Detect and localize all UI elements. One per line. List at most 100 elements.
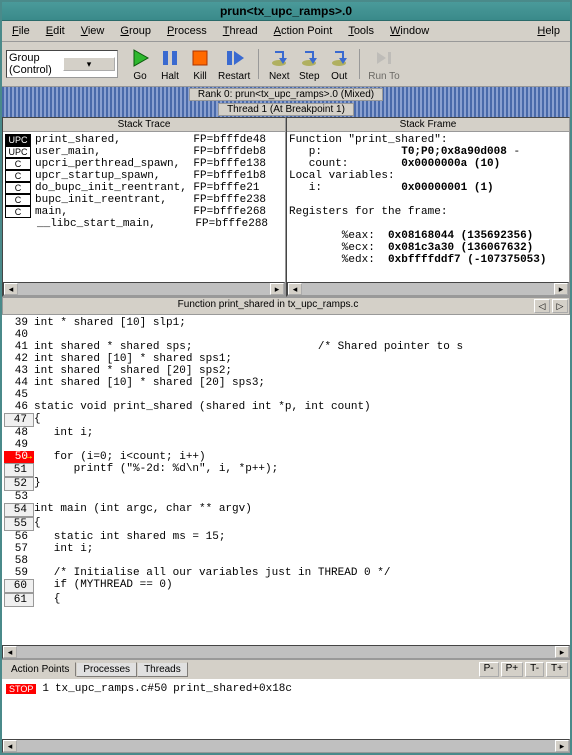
stack-trace-row[interactable]: UPCuser_main, FP=bfffdeb8 [5,146,283,158]
source-line[interactable]: 49 [4,439,568,451]
menu-process[interactable]: Process [161,23,213,39]
line-number[interactable]: 41 [4,341,34,353]
stack-trace-body[interactable]: UPCprint_shared, FP=bfffde48UPCuser_main… [3,132,285,282]
source-line[interactable]: 39int * shared [10] slp1; [4,317,568,329]
line-number[interactable]: 54 [4,503,34,517]
line-number[interactable]: 49 [4,439,34,451]
source-line[interactable]: 58 [4,555,568,567]
menu-action-point[interactable]: Action Point [268,23,339,39]
tab-processes[interactable]: Processes [76,662,137,677]
line-number[interactable]: 50 [4,451,34,463]
line-number[interactable]: 61 [4,593,34,607]
source-line[interactable]: 51 printf ("%-2d: %d\n", i, *p++); [4,463,568,477]
scroll-left-icon[interactable]: ◂ [4,283,18,295]
source-line[interactable]: 60 if (MYTHREAD == 0) [4,579,568,593]
step-button[interactable]: Step [295,46,323,82]
source-line[interactable]: 50 for (i=0; i<count; i++) [4,451,568,463]
line-number[interactable]: 46 [4,401,34,413]
nav-next-icon[interactable]: ▷ [552,299,568,313]
kill-button[interactable]: Kill [186,46,214,82]
scroll-right-icon[interactable]: ▸ [555,646,569,658]
line-number[interactable]: 59 [4,567,34,579]
menu-group[interactable]: Group [114,23,157,39]
source-line[interactable]: 56 static int shared ms = 15; [4,531,568,543]
source-line[interactable]: 41int shared * shared sps; /* Shared poi… [4,341,568,353]
menu-tools[interactable]: Tools [342,23,380,39]
source-line[interactable]: 54int main (int argc, char ** argv) [4,503,568,517]
stack-frame-hscroll[interactable]: ◂ ▸ [287,282,569,296]
line-number[interactable]: 47 [4,413,34,427]
scroll-right-icon[interactable]: ▸ [554,283,568,295]
line-number[interactable]: 45 [4,389,34,401]
line-number[interactable]: 60 [4,579,34,593]
scroll-left-icon[interactable]: ◂ [288,283,302,295]
line-number[interactable]: 43 [4,365,34,377]
mini-btn-p[interactable]: P+ [501,662,524,677]
stack-trace-row[interactable]: Cmain, FP=bfffe268 [5,206,283,218]
scroll-right-icon[interactable]: ▸ [555,740,569,752]
source-line[interactable]: 61 { [4,593,568,607]
scroll-left-icon[interactable]: ◂ [3,740,17,752]
line-number[interactable]: 42 [4,353,34,365]
source-line[interactable]: 43int shared * shared [20] sps2; [4,365,568,377]
stack-trace-row[interactable]: Cdo_bupc_init_reentrant, FP=bfffe21 [5,182,283,194]
stack-trace-row[interactable]: Cupcr_startup_spawn, FP=bfffe1b8 [5,170,283,182]
source-line[interactable]: 57 int i; [4,543,568,555]
action-point-row[interactable]: STOP 1 tx_upc_ramps.c#50 print_shared+0x… [6,683,566,695]
menu-edit[interactable]: Edit [40,23,71,39]
nav-prev-icon[interactable]: ◁ [534,299,550,313]
stack-trace-row[interactable]: __libc_start_main, FP=bfffe288 [5,218,283,230]
source-line[interactable]: 47{ [4,413,568,427]
stack-trace-row[interactable]: Cbupc_init_reentrant, FP=bfffe238 [5,194,283,206]
group-select[interactable]: Group (Control) ▾ [6,50,118,78]
line-number[interactable]: 58 [4,555,34,567]
line-number[interactable]: 44 [4,377,34,389]
mini-btn-t[interactable]: T+ [546,662,568,677]
source-body[interactable]: 39int * shared [10] slp1;4041int shared … [2,315,570,645]
chevron-down-icon[interactable]: ▾ [63,57,115,71]
restart-button[interactable]: Restart [216,46,252,82]
line-number[interactable]: 40 [4,329,34,341]
line-number[interactable]: 51 [4,463,34,477]
source-line[interactable]: 48 int i; [4,427,568,439]
source-hscroll[interactable]: ◂ ▸ [2,645,570,659]
line-number[interactable]: 48 [4,427,34,439]
menu-view[interactable]: View [75,23,111,39]
source-line[interactable]: 59 /* Initialise all our variables just … [4,567,568,579]
source-line[interactable]: 44int shared [10] * shared [20] sps3; [4,377,568,389]
source-line[interactable]: 55{ [4,517,568,531]
titlebar[interactable]: prun<tx_upc_ramps>.0 [2,2,570,21]
tab-threads[interactable]: Threads [137,662,188,677]
line-number[interactable]: 52 [4,477,34,491]
line-number[interactable]: 55 [4,517,34,531]
source-line[interactable]: 42int shared [10] * shared sps1; [4,353,568,365]
menu-file[interactable]: File [6,23,36,39]
line-number[interactable]: 56 [4,531,34,543]
source-line[interactable]: 40 [4,329,568,341]
stack-trace-row[interactable]: UPCprint_shared, FP=bfffde48 [5,134,283,146]
menu-help[interactable]: Help [531,23,566,39]
stack-trace-row[interactable]: Cupcri_perthread_spawn, FP=bfffe138 [5,158,283,170]
action-points-body[interactable]: STOP 1 tx_upc_ramps.c#50 print_shared+0x… [2,679,570,739]
scroll-right-icon[interactable]: ▸ [270,283,284,295]
tab-action-points[interactable]: Action Points [4,662,76,677]
out-button[interactable]: Out [325,46,353,82]
stack-frame-body[interactable]: Function "print_shared": p: T0;P0;0x8a90… [287,132,569,282]
go-button[interactable]: Go [126,46,154,82]
stack-trace-hscroll[interactable]: ◂ ▸ [3,282,285,296]
menu-thread[interactable]: Thread [217,23,264,39]
mini-btn-p[interactable]: P- [479,662,499,677]
scroll-left-icon[interactable]: ◂ [3,646,17,658]
source-line[interactable]: 53 [4,491,568,503]
source-line[interactable]: 52} [4,477,568,491]
menu-window[interactable]: Window [384,23,435,39]
line-number[interactable]: 57 [4,543,34,555]
next-button[interactable]: Next [265,46,293,82]
ap-hscroll[interactable]: ◂ ▸ [2,739,570,753]
source-line[interactable]: 46static void print_shared (shared int *… [4,401,568,413]
halt-button[interactable]: Halt [156,46,184,82]
line-number[interactable]: 53 [4,491,34,503]
mini-btn-t[interactable]: T- [525,662,544,677]
line-number[interactable]: 39 [4,317,34,329]
source-line[interactable]: 45 [4,389,568,401]
